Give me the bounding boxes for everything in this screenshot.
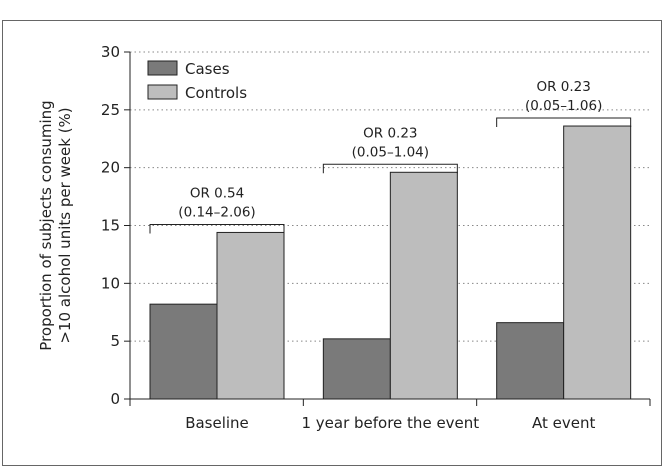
x-tick-label: At event (532, 414, 595, 432)
legend-swatch-controls (147, 84, 178, 100)
or-bracket (149, 223, 285, 234)
bar-controls (389, 171, 458, 400)
legend-label-cases: Cases (185, 60, 230, 78)
legend: Cases Controls (147, 60, 247, 102)
y-tick-label: 30 (101, 43, 120, 61)
y-tick-label: 0 (110, 390, 120, 408)
axes: 0 5 10 15 20 25 30 Baseline 1 year before the ev… (101, 43, 651, 432)
y-tick-label: 20 (101, 159, 120, 177)
bar-controls (216, 231, 285, 400)
x-tick-label: Baseline (185, 414, 249, 432)
or-bracket (322, 163, 458, 174)
or-bracket (496, 117, 632, 128)
y-tick-label: 25 (101, 101, 120, 119)
bars (149, 125, 632, 400)
or-ci-label: (0.05–1.04) (352, 144, 429, 160)
y-tick-label: 15 (101, 217, 120, 235)
or-value-label: OR 0.23 (536, 79, 590, 95)
y-tick-label: 10 (101, 274, 120, 292)
y-axis-label-line: >10 alcohol units per week (%) (56, 107, 74, 343)
x-tick-label: 1 year before the event (301, 414, 479, 432)
legend-label-controls: Controls (185, 84, 247, 102)
y-axis-label-line: Proportion of subjects consuming (37, 100, 55, 350)
bar-cases (322, 338, 391, 400)
or-value-label: OR 0.23 (363, 125, 417, 141)
y-axis-label: Proportion of subjects consuming >10 alco… (37, 100, 74, 350)
bar-cases (149, 303, 218, 400)
legend-swatch-cases (147, 60, 178, 76)
or-value-label: OR 0.54 (190, 185, 244, 201)
y-tick-label: 5 (110, 332, 120, 350)
annotations: OR 0.54 (0.14–2.06) OR 0.23 (0.05–1.04) OR 0… (149, 79, 632, 234)
bar-cases (496, 322, 565, 400)
figure-frame (2, 20, 662, 466)
bar-controls (563, 125, 632, 400)
or-ci-label: (0.14–2.06) (178, 204, 255, 220)
or-ci-label: (0.05–1.06) (525, 98, 602, 114)
